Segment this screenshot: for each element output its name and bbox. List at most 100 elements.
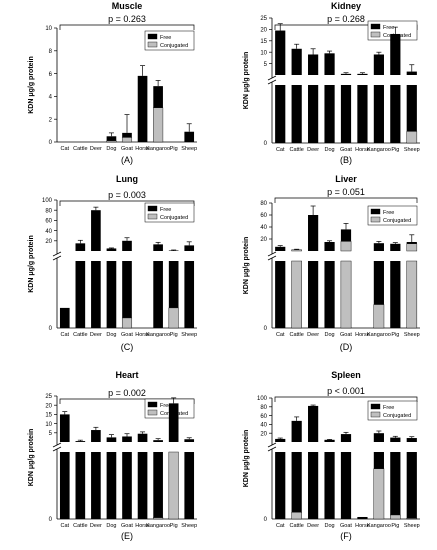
y-tick-label: 0 (49, 326, 53, 332)
bar-free (406, 242, 417, 244)
bar-conjugated-lower (340, 260, 352, 329)
x-tick-label: Horse (135, 146, 150, 152)
y-tick-label: 80 (260, 201, 267, 207)
bar-free (373, 243, 384, 251)
y-tick-label: 60 (260, 414, 267, 420)
x-tick-label: Kangaroo (367, 523, 391, 529)
legend-swatch (147, 401, 158, 408)
bar-free-lower (184, 452, 195, 519)
bar-free (184, 245, 195, 251)
legend-label: Conjugated (160, 43, 188, 49)
y-tick-label: 60 (260, 213, 267, 219)
y-tick-label: 6 (49, 72, 53, 78)
y-tick-label: 25 (260, 16, 267, 22)
x-tick-label: Sheep (404, 523, 420, 529)
x-tick-label: Deer (307, 332, 319, 338)
bar-free-lower (91, 261, 101, 328)
bar-free-lower (390, 85, 401, 143)
bar-free (373, 54, 384, 75)
bar-conjugated-lower (121, 317, 133, 329)
bar-free (340, 434, 352, 442)
axis-break-mark (267, 446, 277, 452)
x-tick-label: Dog (325, 523, 335, 529)
y-tick-label: 40 (45, 229, 52, 235)
panel-caption: (C) (121, 342, 134, 352)
bar-free (184, 439, 195, 442)
bar-free (59, 414, 70, 442)
legend-swatch (370, 411, 381, 418)
bar-free-lower (59, 307, 70, 328)
axis-break-mark (52, 442, 62, 448)
bar-free (340, 73, 352, 75)
bar-free (308, 215, 319, 251)
bar-conjugated (406, 243, 418, 252)
bar-conjugated (153, 107, 164, 143)
bar-free (390, 243, 401, 251)
bar-free (168, 250, 179, 251)
panel-heart: Heart p = 0.002 (E) KDN μg/g protein 5 10 15 20… (28, 370, 197, 541)
bar-free (275, 30, 286, 75)
bar-conjugated-lower (373, 304, 385, 329)
x-tick-label: Sheep (404, 147, 420, 153)
x-tick-label: Cat (60, 523, 69, 529)
bar-free-lower (106, 261, 117, 328)
bar-free-lower (291, 85, 302, 143)
x-tick-label: Kangaroo (146, 523, 170, 529)
bar-free (75, 243, 86, 251)
x-tick-label: Kangaroo (146, 146, 170, 152)
legend-swatch (370, 216, 381, 223)
legend-swatch (147, 205, 158, 212)
bar-free-lower (390, 452, 401, 519)
x-tick-label: Horse (355, 523, 370, 529)
bar-free (340, 229, 352, 242)
x-tick-label: Goat (121, 523, 133, 529)
x-tick-label: Deer (307, 523, 319, 529)
x-tick-label: Sheep (181, 523, 197, 529)
legend-swatch (370, 31, 381, 38)
legend-label: Conjugated (383, 413, 411, 419)
bar-free (91, 210, 101, 251)
y-tick-label: 10 (260, 50, 267, 56)
x-tick-label: Dog (325, 147, 335, 153)
x-tick-label: Kangaroo (367, 147, 391, 153)
x-tick-label: Pig (170, 332, 178, 338)
x-tick-label: Dog (106, 523, 116, 529)
panel-caption: (A) (121, 155, 133, 165)
bar-free (122, 436, 132, 442)
y-axis-label: KDN μg/g protein (28, 56, 35, 114)
y-axis-label: KDN μg/g protein (243, 237, 250, 295)
legend-label: Conjugated (383, 218, 411, 224)
bar-conjugated (340, 241, 352, 252)
bar-free (137, 433, 148, 442)
x-tick-label: Cat (276, 147, 285, 153)
bar-conjugated-lower (291, 512, 302, 520)
bar-free-lower (122, 261, 132, 328)
axis-break-mark (267, 442, 277, 448)
bar-free (153, 86, 163, 108)
bar-free-lower (291, 452, 302, 519)
x-tick-label: Dog (106, 332, 116, 338)
x-tick-label: Cat (276, 523, 285, 529)
panel-title: Lung (116, 174, 138, 184)
bar-conjugated (291, 249, 302, 252)
y-tick-label: 40 (260, 225, 267, 231)
x-tick-label: Pig (391, 147, 399, 153)
y-tick-label: 25 (45, 394, 52, 400)
bar-conjugated-lower (153, 517, 164, 520)
bar-conjugated-lower (406, 260, 418, 329)
x-tick-label: Horse (355, 147, 370, 153)
y-axis-label: KDN μg/g protein (243, 52, 250, 110)
legend-label: Free (383, 405, 394, 411)
y-tick-label: 10 (45, 26, 52, 32)
bar-free (122, 240, 132, 251)
bar-conjugated (106, 140, 117, 143)
bar-free (153, 244, 163, 251)
axis-break-mark (267, 79, 277, 85)
y-tick-label: 20 (260, 237, 267, 243)
significance-bracket (274, 197, 418, 203)
y-tick-label: 15 (260, 39, 267, 45)
panel-title: Heart (115, 370, 138, 380)
y-tick-label: 20 (260, 431, 267, 437)
legend-label: Free (160, 35, 171, 41)
y-tick-label: 20 (260, 28, 267, 34)
